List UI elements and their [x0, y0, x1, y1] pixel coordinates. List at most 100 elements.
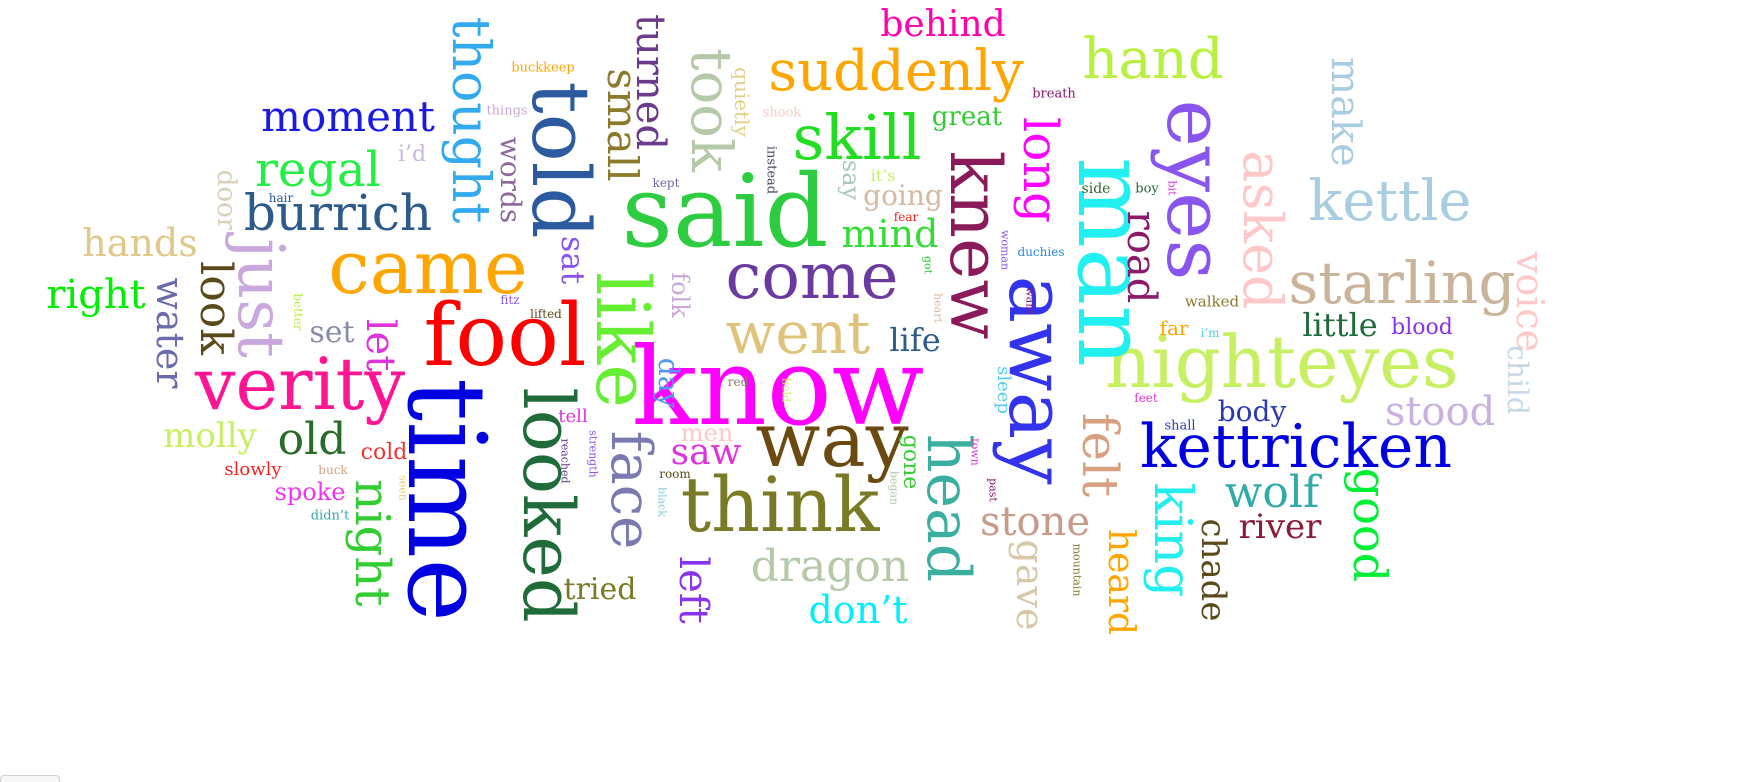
- word-id: i’d: [397, 142, 427, 167]
- word-suddenly: suddenly: [768, 39, 1024, 104]
- word-think: think: [680, 460, 880, 549]
- word-verity: verity: [194, 342, 406, 426]
- word-starling: starling: [1288, 249, 1516, 317]
- word-chade: chade: [1193, 518, 1233, 622]
- word-felt: felt: [1071, 412, 1129, 498]
- word-road: road: [1118, 210, 1164, 304]
- word-fear: fear: [893, 210, 919, 224]
- word-breath: breath: [1032, 86, 1076, 102]
- word-folk: folk: [666, 272, 694, 318]
- word-shall: shall: [1164, 418, 1196, 434]
- word-thought: thought: [440, 16, 500, 224]
- word-past: past: [986, 478, 1000, 502]
- word-saw: saw: [670, 432, 742, 473]
- word-day: day: [652, 357, 685, 409]
- word-tried: tried: [563, 572, 637, 607]
- word-little: little: [1302, 306, 1378, 344]
- word-regal: regal: [254, 142, 382, 198]
- word-black: black: [655, 487, 669, 517]
- word-skill: skill: [792, 101, 922, 174]
- word-kettle: kettle: [1308, 169, 1472, 234]
- word-face: face: [598, 430, 663, 550]
- word-going: going: [863, 179, 943, 212]
- word-reached: reached: [558, 438, 572, 484]
- word-look: look: [190, 261, 241, 355]
- word-kept: kept: [652, 176, 680, 190]
- word-night: night: [344, 479, 400, 607]
- word-told: told: [514, 81, 607, 239]
- word-blood: blood: [1391, 315, 1453, 340]
- word-dont: don’t: [808, 588, 908, 632]
- word-dragon: dragon: [750, 541, 910, 592]
- word-heard: heard: [1100, 528, 1141, 636]
- word-duchies: duchies: [1017, 245, 1065, 259]
- word-moment: moment: [261, 92, 435, 141]
- word-seen: seen: [396, 475, 410, 501]
- word-water: water: [148, 277, 192, 389]
- word-buckkeep: buckkeep: [511, 60, 575, 76]
- word-walked: walked: [1184, 292, 1240, 311]
- word-let: let: [357, 318, 403, 372]
- word-cold: cold: [360, 440, 408, 465]
- word-body: body: [1217, 395, 1287, 428]
- word-im: i’m: [1200, 326, 1220, 340]
- word-come: come: [725, 240, 899, 314]
- word-fitz: fitz: [500, 293, 520, 307]
- word-molly: molly: [163, 416, 257, 456]
- word-instead: instead: [763, 145, 779, 195]
- word-bit: bit: [1165, 180, 1179, 196]
- word-door: door: [211, 169, 241, 231]
- word-feet: feet: [1134, 391, 1158, 405]
- word-child: child: [1501, 345, 1534, 415]
- word-say: say: [837, 159, 865, 201]
- word-spoke: spoke: [274, 478, 346, 506]
- word-words: words: [494, 136, 527, 224]
- word-town: town: [968, 438, 982, 466]
- word-sat: sat: [554, 235, 592, 285]
- word-far: far: [1159, 316, 1189, 340]
- word-lifted: lifted: [530, 307, 562, 321]
- word-got: got: [921, 255, 935, 275]
- word-old: old: [277, 414, 347, 465]
- word-burrich: burrich: [243, 184, 433, 242]
- word-kettricken: kettricken: [1139, 412, 1453, 482]
- word-came: came: [328, 225, 528, 311]
- word-turned: turned: [627, 14, 673, 150]
- word-hand: hand: [1082, 27, 1224, 92]
- word-behind: behind: [880, 4, 1006, 45]
- word-began: began: [887, 470, 901, 506]
- word-heart: heart: [931, 293, 945, 323]
- word-better: better: [291, 293, 305, 331]
- word-know: know: [631, 325, 925, 450]
- word-asked: asked: [1231, 150, 1294, 310]
- word-make: make: [1322, 57, 1368, 167]
- word-buck: buck: [318, 463, 348, 477]
- word-side: side: [1081, 181, 1111, 197]
- word-like: like: [579, 272, 665, 408]
- word-long: long: [1012, 117, 1068, 223]
- word-held: held: [779, 377, 793, 403]
- word-red: red: [727, 375, 749, 389]
- word-didnt: didn’t: [310, 508, 350, 524]
- word-set: set: [309, 315, 355, 350]
- word-its: it’s: [870, 166, 896, 185]
- word-mind: mind: [841, 212, 939, 256]
- word-stood: stood: [1384, 389, 1496, 435]
- corner-tab[interactable]: [0, 775, 60, 782]
- word-right: right: [46, 272, 146, 318]
- word-things: things: [486, 103, 528, 119]
- word-quietly: quietly: [730, 67, 754, 137]
- word-said: said: [621, 153, 829, 270]
- word-way: way: [755, 395, 909, 484]
- word-nighteyes: nighteyes: [1105, 320, 1459, 404]
- word-slowly: slowly: [224, 459, 282, 480]
- word-mountain: mountain: [1070, 543, 1084, 597]
- word-wolf: wolf: [1224, 467, 1320, 518]
- word-stone: stone: [979, 499, 1091, 545]
- word-voice: voice: [1508, 251, 1552, 353]
- word-fool: fool: [423, 286, 587, 386]
- word-woman: woman: [998, 229, 1012, 271]
- word-shook: shook: [762, 105, 802, 121]
- word-strength: strength: [586, 430, 600, 478]
